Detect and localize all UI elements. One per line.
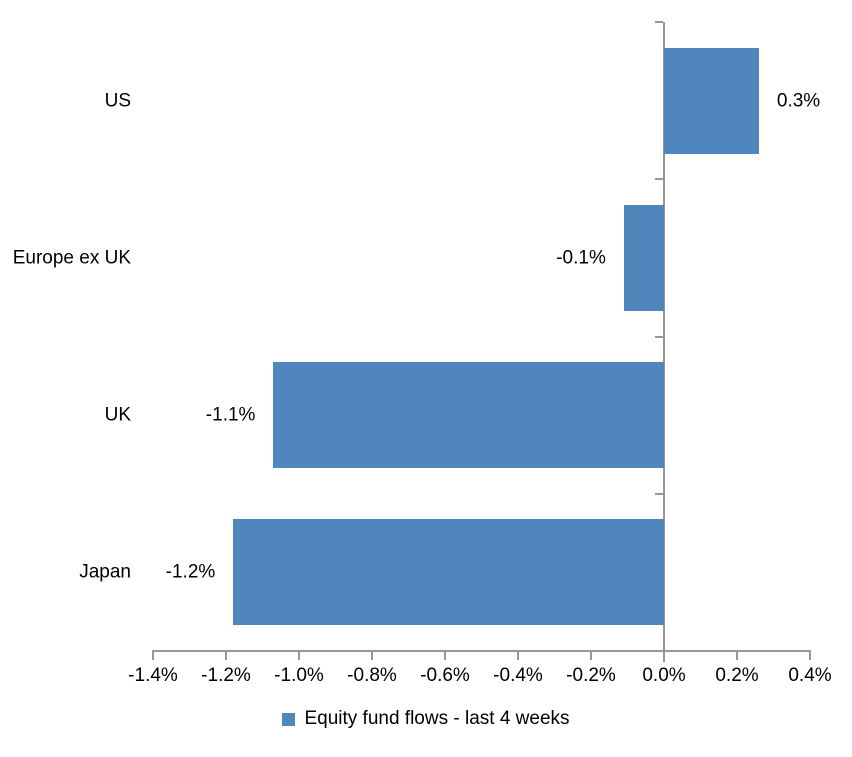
x-axis-tick	[152, 652, 154, 660]
x-tick-label: -1.2%	[201, 665, 251, 686]
legend: Equity fund flows - last 4 weeks	[0, 703, 852, 735]
y-axis-tick	[655, 21, 663, 23]
x-axis-tick	[517, 652, 519, 660]
x-axis-tick	[590, 652, 592, 660]
data-label: 0.3%	[776, 90, 821, 112]
x-tick-label: 0.0%	[642, 665, 686, 686]
data-label: -1.2%	[165, 561, 216, 583]
x-axis-tick	[736, 652, 738, 660]
x-tick-label: -0.6%	[420, 665, 470, 686]
bar	[233, 519, 664, 626]
x-tick-label: -0.8%	[347, 665, 397, 686]
x-tick-label: -0.2%	[566, 665, 616, 686]
y-axis-tick	[655, 178, 663, 181]
legend-marker-icon	[282, 712, 296, 726]
y-axis-tick	[655, 335, 663, 338]
x-axis-tick	[809, 652, 811, 660]
category-label: Europe ex UK	[12, 247, 131, 269]
x-axis-line	[152, 650, 811, 652]
bar	[623, 204, 664, 311]
x-axis-tick	[298, 652, 300, 660]
x-axis-tick	[225, 652, 227, 660]
x-tick-label: -1.4%	[128, 665, 178, 686]
bar	[273, 362, 664, 469]
x-axis-tick	[371, 652, 373, 660]
x-axis-tick	[663, 652, 665, 660]
x-axis-tick	[444, 652, 446, 660]
y-axis-line	[663, 22, 665, 662]
data-label: -1.1%	[205, 404, 256, 426]
y-axis-tick	[655, 492, 663, 495]
bar	[664, 47, 759, 154]
x-tick-label: -1.0%	[274, 665, 324, 686]
x-tick-label: -0.4%	[493, 665, 543, 686]
category-label: US	[104, 90, 131, 112]
category-label: UK	[104, 404, 131, 426]
x-tick-label: 0.4%	[788, 665, 832, 686]
legend-label: Equity fund flows - last 4 weeks	[304, 708, 570, 729]
category-label: Japan	[79, 561, 131, 583]
data-label: -0.1%	[556, 247, 606, 269]
x-tick-label: 0.2%	[715, 665, 759, 686]
